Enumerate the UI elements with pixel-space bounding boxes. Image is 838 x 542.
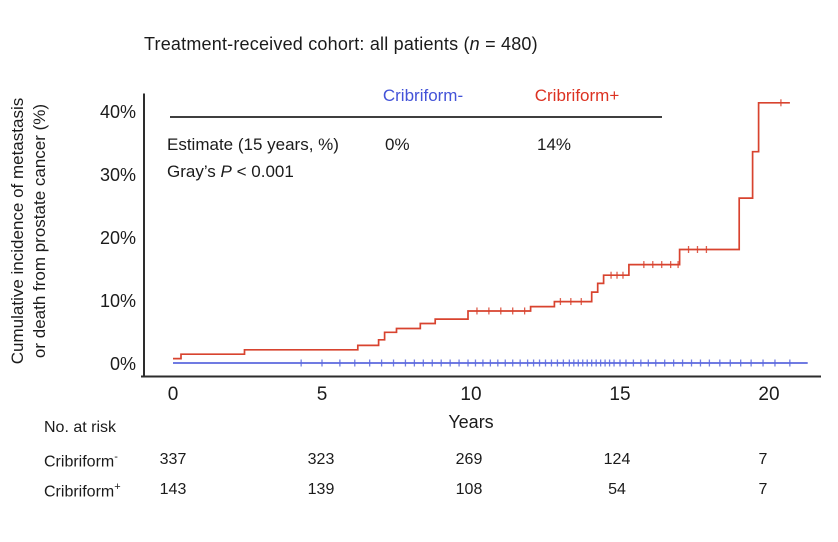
risk-value: 139: [307, 481, 335, 498]
y-axis-label: Cumulative incidence of metastasis or de…: [7, 21, 53, 441]
risk-value: 7: [758, 481, 768, 498]
risk-value: 143: [159, 481, 187, 498]
risk-value: 269: [455, 451, 483, 468]
cribriform-plus-curve: [173, 101, 790, 360]
risk-label-sup: +: [114, 481, 121, 493]
estimate-cribriform-plus-value: 14%: [537, 135, 572, 154]
risk-value: 323: [307, 451, 335, 468]
estimate-cribriform-minus-value: 0%: [385, 135, 410, 154]
risk-label-text: Cribriform: [44, 453, 115, 471]
chart-title-count: = 480): [479, 34, 538, 54]
risk-label-text: Cribriform: [44, 483, 115, 501]
axis-lines: [141, 93, 821, 378]
x-tick-0: 0: [167, 384, 179, 405]
risk-value: 337: [159, 451, 187, 468]
legend-cribriform-plus-header: Cribriform+: [534, 86, 620, 105]
risk-value: 7: [758, 451, 768, 468]
risk-value: 124: [603, 451, 631, 468]
chart-title: Treatment-received cohort: all patients …: [144, 34, 538, 55]
estimate-row-label: Estimate (15 years, %): [167, 135, 339, 154]
legend-cribriform-minus-header: Cribriform-: [382, 86, 464, 105]
chart-title-n-italic: n: [469, 34, 480, 54]
grays-p-post: < 0.001: [231, 162, 294, 181]
x-tick-15: 15: [609, 384, 631, 405]
x-tick-5: 5: [316, 384, 328, 405]
chart-title-text: Treatment-received cohort: all patients …: [144, 34, 470, 54]
x-tick-10: 10: [460, 384, 482, 405]
risk-row-cribriform-minus-label: Cribriform-: [44, 451, 118, 471]
y-axis-label-line1: Cumulative incidence of metastasis: [8, 97, 27, 365]
y-tick-40: 40%: [99, 102, 136, 122]
risk-label-sup: -: [114, 451, 118, 463]
grays-p-value: Gray’s P < 0.001: [167, 162, 294, 182]
y-tick-20: 20%: [99, 228, 136, 248]
x-axis-label: Years: [448, 412, 494, 432]
risk-row-cribriform-plus-label: Cribriform+: [44, 481, 121, 501]
risk-value: 54: [608, 481, 626, 498]
grays-p-italic: P: [220, 162, 232, 181]
inset-table-rule: [170, 116, 662, 118]
risk-value: 108: [455, 481, 483, 498]
y-axis-label-line2: or death from prostate cancer (%): [30, 103, 49, 359]
x-tick-20: 20: [758, 384, 780, 405]
grays-p-pre: Gray’s: [167, 162, 221, 181]
y-tick-0: 0%: [109, 354, 136, 374]
risk-table-caption: No. at risk: [44, 419, 117, 436]
y-tick-10: 10%: [99, 291, 136, 311]
y-tick-30: 30%: [99, 165, 136, 185]
